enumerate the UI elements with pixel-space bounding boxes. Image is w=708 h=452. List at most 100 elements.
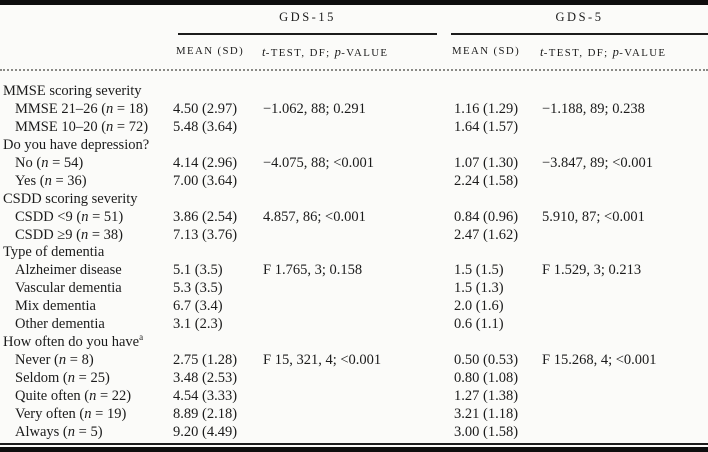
row-label: MMSE scoring severity xyxy=(3,83,142,99)
cell-gds15-mean-sd: 4.14 (2.96) xyxy=(173,154,238,171)
table-row: No (n = 54) 4.14 (2.96) −4.075, 88; <0.001… xyxy=(0,155,708,173)
cell-gds5-mean-sd: 1.64 (1.57) xyxy=(454,118,519,135)
cell-gds5-test xyxy=(542,388,708,406)
cell-gds5-test: 5.910, 87; <0.001 xyxy=(542,208,645,225)
cell-gds5-test xyxy=(542,406,708,424)
cell-gds15-test: 4.857, 86; <0.001 xyxy=(263,208,366,225)
cell-gds5-test: F 1.529, 3; 0.213 xyxy=(542,262,642,279)
cell-gds15-mean-sd: 3.86 (2.54) xyxy=(173,208,238,225)
cell-gds5-test xyxy=(542,424,708,442)
table-row: Very often (n = 19) 8.89 (2.18) 3.21 (1.18… xyxy=(0,406,708,424)
cell-gds5-mean-sd xyxy=(454,191,542,209)
row-label: Always (n = 5) xyxy=(15,423,103,440)
cell-gds5-test xyxy=(542,137,708,155)
cell-gds15-mean-sd: 8.89 (2.18) xyxy=(173,405,238,422)
cell-gds15-test xyxy=(263,173,454,191)
cell-gds5-test xyxy=(542,83,708,101)
cell-gds5-test xyxy=(542,316,708,334)
cell-gds15-test xyxy=(263,406,454,424)
cell-gds15-test: −4.075, 88; <0.001 xyxy=(263,154,375,171)
cell-gds15-mean-sd: 4.50 (2.97) xyxy=(173,100,238,117)
cell-gds5-test xyxy=(542,227,708,245)
cell-gds15-mean-sd: 3.48 (2.53) xyxy=(173,370,238,386)
gds15-header-underline xyxy=(178,33,437,35)
table-top-rule xyxy=(0,0,708,5)
cell-gds5-mean-sd: 1.5 (1.5) xyxy=(454,262,504,279)
cell-gds5-mean-sd xyxy=(454,137,542,155)
cell-gds5-mean-sd: 1.5 (1.3) xyxy=(454,280,504,297)
cell-gds15-mean-sd xyxy=(173,334,263,352)
cell-gds15-test xyxy=(263,316,454,334)
row-label: Seldom (n = 25) xyxy=(15,370,110,386)
row-label: Other dementia xyxy=(15,316,105,333)
cell-gds15-mean-sd: 5.1 (3.5) xyxy=(173,262,223,279)
cell-gds15-test xyxy=(263,298,454,316)
cell-gds15-mean-sd: 4.54 (3.33) xyxy=(173,387,238,404)
cell-gds5-mean-sd: 3.00 (1.58) xyxy=(454,423,519,440)
table-row: Always (n = 5) 9.20 (4.49) 3.00 (1.58) xyxy=(0,424,708,442)
table-row: Type of dementia xyxy=(0,244,708,262)
row-label: How often do you havea xyxy=(3,332,144,351)
cell-gds5-mean-sd xyxy=(454,334,542,352)
table-row: Other dementia 3.1 (2.3) 0.6 (1.1) xyxy=(0,316,708,334)
row-label: CSDD <9 (n = 51) xyxy=(15,208,124,225)
table-row: CSDD ≥9 (n = 38) 7.13 (3.76) 2.47 (1.62) xyxy=(0,227,708,245)
table-row: MMSE 21–26 (n = 18) 4.50 (2.97) −1.062, 88… xyxy=(0,101,708,119)
table-row: Yes (n = 36) 7.00 (3.64) 2.24 (1.58) xyxy=(0,173,708,191)
col-header-gds5-mean-sd: MEAN (SD) xyxy=(452,45,521,57)
cell-gds5-mean-sd xyxy=(454,244,542,262)
cell-gds5-mean-sd: 1.27 (1.38) xyxy=(454,387,519,404)
row-label: Quite often (n = 22) xyxy=(15,387,132,404)
cell-gds5-mean-sd: 2.24 (1.58) xyxy=(454,172,519,189)
table-row: Mix dementia 6.7 (3.4) 2.0 (1.6) xyxy=(0,298,708,316)
cell-gds5-test xyxy=(542,244,708,262)
row-label: Alzheimer disease xyxy=(15,262,122,279)
gds5-header-underline xyxy=(451,33,708,35)
row-label: CSDD scoring severity xyxy=(3,190,138,207)
cell-gds15-test xyxy=(263,424,454,442)
table-row: How often do you havea xyxy=(0,332,708,352)
cell-gds15-test xyxy=(263,137,454,155)
cell-gds15-test xyxy=(263,370,454,388)
cell-gds15-mean-sd: 7.00 (3.64) xyxy=(173,172,238,189)
cell-gds15-mean-sd: 6.7 (3.4) xyxy=(173,298,223,315)
table-row: Do you have depression? xyxy=(0,137,708,155)
row-label: CSDD ≥9 (n = 38) xyxy=(15,226,123,243)
cell-gds15-mean-sd: 2.75 (1.28) xyxy=(173,352,238,369)
cell-gds5-mean-sd: 1.07 (1.30) xyxy=(454,154,519,171)
table-row: Alzheimer disease 5.1 (3.5) F 1.765, 3; 0.… xyxy=(0,262,708,280)
cell-gds5-test xyxy=(542,119,708,137)
cell-gds15-mean-sd: 9.20 (4.49) xyxy=(173,423,238,440)
table-row: Never (n = 8) 2.75 (1.28) F 15, 321, 4; <0… xyxy=(0,352,708,370)
cell-gds5-test xyxy=(542,191,708,209)
table-row: MMSE 10–20 (n = 72) 5.48 (3.64) 1.64 (1.57… xyxy=(0,119,708,137)
row-label: Never (n = 8) xyxy=(15,352,94,369)
row-label: Very often (n = 19) xyxy=(15,405,127,422)
cell-gds15-mean-sd: 5.48 (3.64) xyxy=(173,118,238,135)
cell-gds5-test xyxy=(542,370,708,388)
cell-gds15-mean-sd: 7.13 (3.76) xyxy=(173,226,238,243)
group-header-gds15: GDS-15 xyxy=(279,10,336,24)
cell-gds15-test xyxy=(263,244,454,262)
cell-gds15-mean-sd: 5.3 (3.5) xyxy=(173,280,223,297)
row-label: Do you have depression? xyxy=(3,136,150,153)
cell-gds5-mean-sd: 0.6 (1.1) xyxy=(454,316,504,333)
group-header-gds5: GDS-5 xyxy=(555,10,604,24)
cell-gds5-test xyxy=(542,173,708,191)
cell-gds5-test xyxy=(542,280,708,298)
col-header-gds5-ttest-df-pvalue: t-TEST, DF; p-VALUE xyxy=(540,45,667,59)
table-row: Quite often (n = 22) 4.54 (3.33) 1.27 (1.3… xyxy=(0,388,708,406)
table-row: Seldom (n = 25) 3.48 (2.53) 0.80 (1.08) xyxy=(0,370,708,388)
cell-gds15-mean-sd xyxy=(173,83,263,101)
cell-gds5-test: F 15.268, 4; <0.001 xyxy=(542,352,657,369)
row-label: No (n = 54) xyxy=(15,154,84,171)
cell-gds15-test xyxy=(263,280,454,298)
row-label: MMSE 21–26 (n = 18) xyxy=(15,100,149,117)
row-label: Mix dementia xyxy=(15,298,96,315)
cell-gds15-test: F 15, 321, 4; <0.001 xyxy=(263,352,382,369)
table-row: Vascular dementia 5.3 (3.5) 1.5 (1.3) xyxy=(0,280,708,298)
cell-gds5-test xyxy=(542,298,708,316)
table-bottom-thin-rule xyxy=(0,443,708,445)
cell-gds15-mean-sd xyxy=(173,244,263,262)
